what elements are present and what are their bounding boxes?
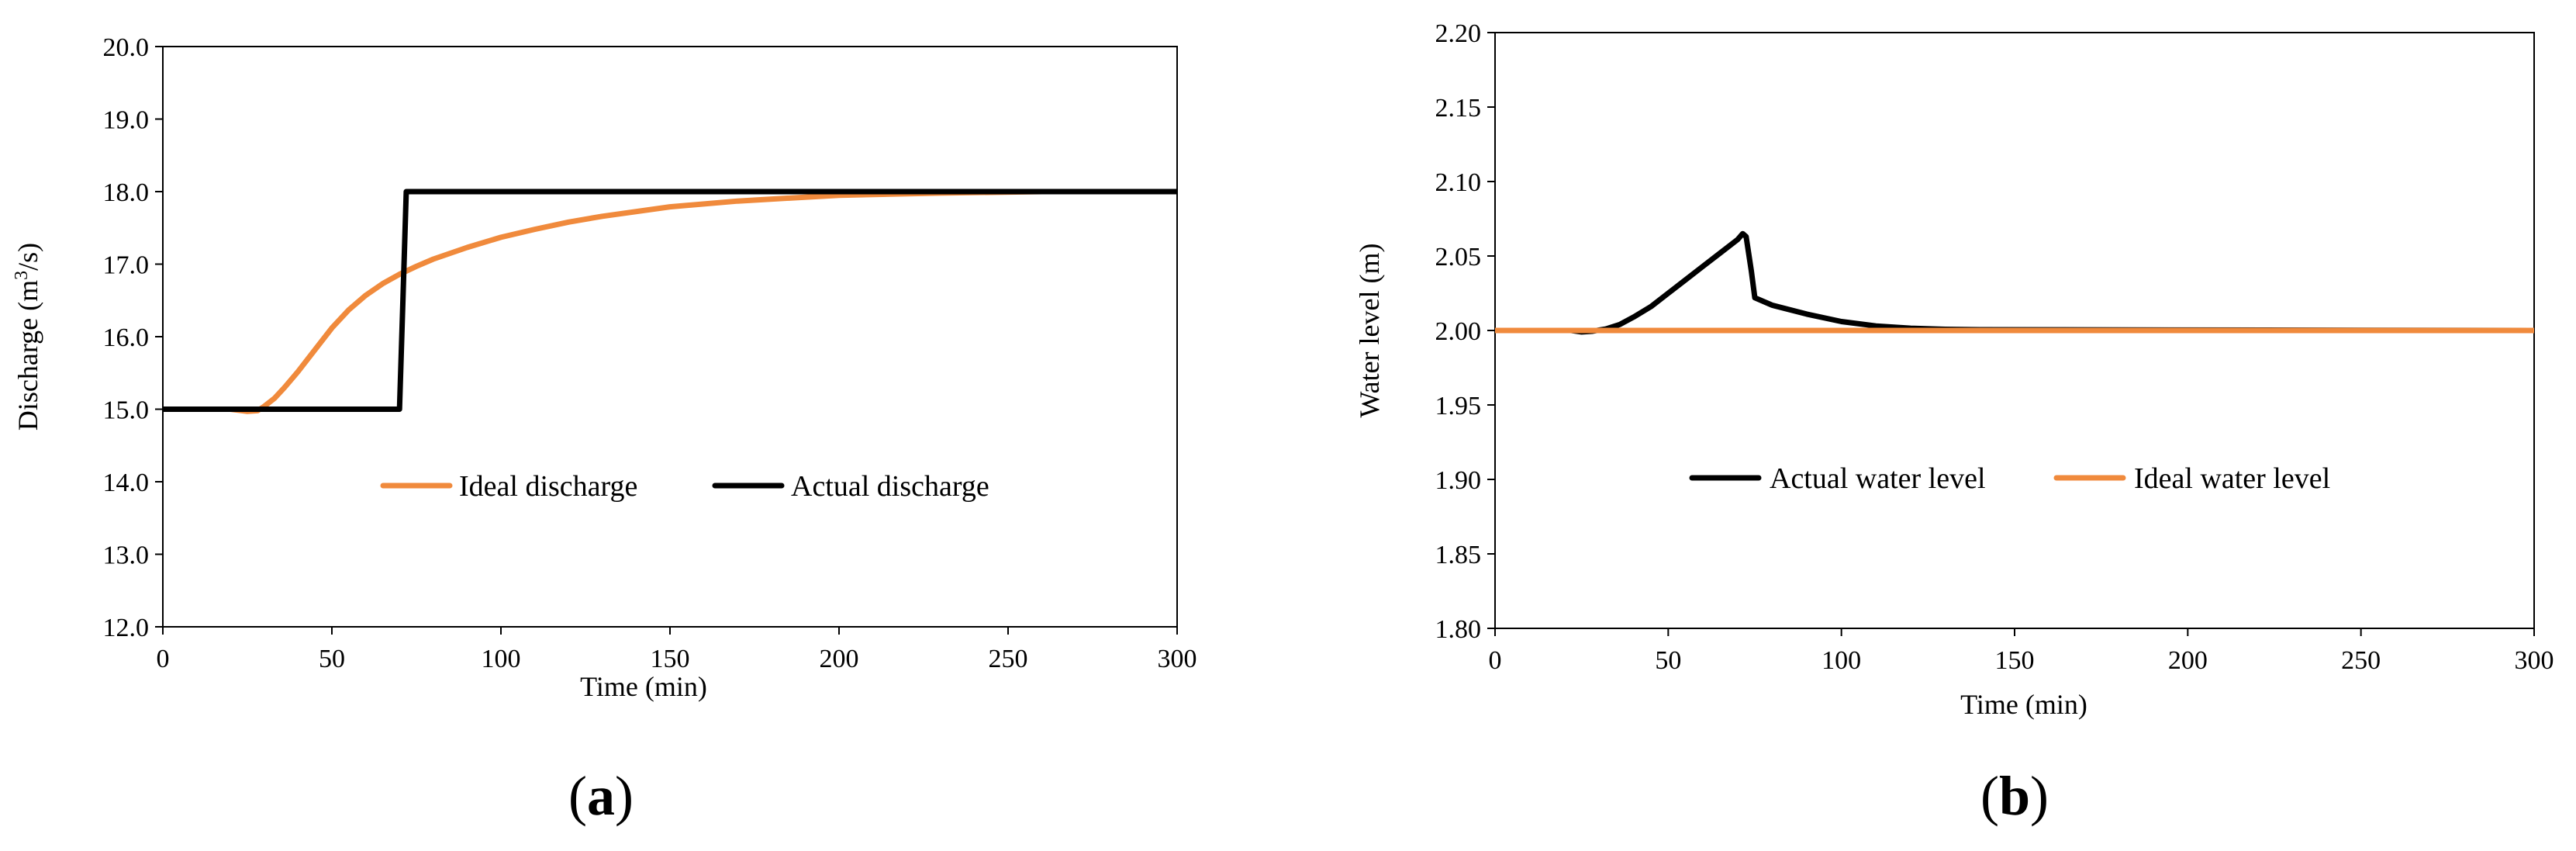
x-tick-label: 100 bbox=[482, 645, 521, 673]
x-tick-label: 200 bbox=[2168, 646, 2208, 675]
panel-label: (b) bbox=[1980, 765, 2049, 827]
y-tick-label: 1.80 bbox=[1435, 615, 1482, 644]
y-axis-title: Water level (m) bbox=[1354, 244, 1385, 418]
series-line-actual-water-level bbox=[1495, 230, 2535, 335]
x-tick-label: 200 bbox=[820, 645, 859, 673]
x-tick-label: 150 bbox=[651, 645, 690, 673]
series-line-ideal-discharge bbox=[163, 189, 1177, 414]
x-tick-label: 100 bbox=[1822, 646, 1861, 675]
x-axis-title: Time (min) bbox=[580, 671, 707, 702]
x-tick-label: 150 bbox=[1995, 646, 2035, 675]
y-tick-label: 2.05 bbox=[1435, 243, 1482, 272]
y-tick-label: 1.95 bbox=[1435, 392, 1482, 420]
series-line-actual-discharge bbox=[163, 189, 1177, 412]
y-tick-label: 14.0 bbox=[103, 469, 150, 497]
y-tick-label: 16.0 bbox=[103, 323, 150, 352]
y-axis-title: Discharge (m3/s) bbox=[12, 243, 43, 431]
legend-label-actual-discharge: Actual discharge bbox=[791, 470, 989, 503]
y-tick-label: 20.0 bbox=[103, 33, 150, 62]
y-tick-label: 1.90 bbox=[1435, 466, 1482, 495]
y-tick-label: 19.0 bbox=[103, 106, 150, 135]
y-tick-label: 1.85 bbox=[1435, 541, 1482, 569]
y-tick-label: 12.0 bbox=[103, 614, 150, 642]
x-tick-label: 250 bbox=[2341, 646, 2381, 675]
legend-label-actual-water-level: Actual water level bbox=[1770, 462, 1986, 495]
plot-area bbox=[162, 46, 1178, 628]
y-tick-label: 15.0 bbox=[103, 396, 150, 425]
x-tick-label: 300 bbox=[2515, 646, 2554, 675]
x-tick-label: 50 bbox=[319, 645, 345, 673]
y-tick-label: 2.10 bbox=[1435, 168, 1482, 197]
y-tick-label: 17.0 bbox=[103, 251, 150, 280]
legend-label-ideal-discharge: Ideal discharge bbox=[459, 470, 637, 503]
panel-a-chart: 0 50 100 150 200 250 300 12.0 13.0 14.0 15.0 16.0 17… bbox=[12, 33, 1197, 827]
x-tick-label: 50 bbox=[1655, 646, 1681, 675]
panel-label: (a) bbox=[568, 765, 634, 827]
x-tick-label: 0 bbox=[157, 645, 170, 673]
y-tick-label: 18.0 bbox=[103, 178, 150, 207]
y-tick-label: 13.0 bbox=[103, 541, 150, 570]
y-tick-label: 2.15 bbox=[1435, 94, 1482, 123]
legend-label-ideal-water-level: Ideal water level bbox=[2134, 462, 2330, 495]
x-axis-title: Time (min) bbox=[1960, 689, 2087, 720]
y-tick-label: 2.00 bbox=[1435, 317, 1482, 346]
x-tick-label: 0 bbox=[1489, 646, 1502, 675]
y-tick-label: 2.20 bbox=[1435, 19, 1482, 48]
x-tick-label: 300 bbox=[1158, 645, 1197, 673]
panel-b-chart: 0 50 100 150 200 250 300 1.80 1.85 1.90 1.95 2.00 2.… bbox=[1354, 19, 2554, 827]
x-tick-label: 250 bbox=[989, 645, 1028, 673]
